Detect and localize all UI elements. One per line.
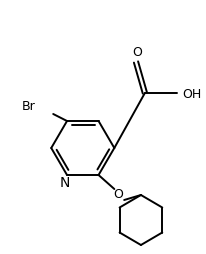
Text: N: N xyxy=(60,176,70,190)
Text: OH: OH xyxy=(182,87,202,101)
Text: Br: Br xyxy=(22,101,35,114)
Text: O: O xyxy=(132,45,142,58)
Text: O: O xyxy=(113,188,123,201)
